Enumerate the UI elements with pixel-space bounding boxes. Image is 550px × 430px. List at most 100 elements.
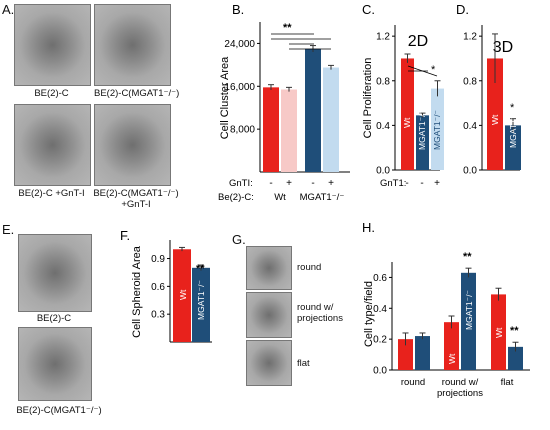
f-significance: ** xyxy=(196,263,205,275)
h-category-0: round xyxy=(401,377,425,388)
d-bar-label-1: MGAT1⁻/⁻ xyxy=(508,108,518,148)
c-ytick-label-0: 0.0 xyxy=(376,166,390,177)
h-ytick-label-2: 0.4 xyxy=(373,304,387,315)
micrograph-a2 xyxy=(94,4,171,86)
micrograph-e2 xyxy=(18,327,92,401)
d-bar-1 xyxy=(505,125,521,170)
h-significance-0: ** xyxy=(463,251,472,263)
f-bar-1 xyxy=(192,267,210,342)
c-significance-0: * xyxy=(431,64,436,76)
shape-label-round: round xyxy=(297,262,322,273)
d-title: 3D xyxy=(493,39,513,56)
b-bar-3 xyxy=(323,67,339,172)
panel-label-b: B. xyxy=(232,2,244,17)
f-bar-0 xyxy=(173,249,191,342)
panel-label-d: D. xyxy=(456,2,469,17)
micrograph-g-projections xyxy=(246,292,292,338)
b-gnt1-sign-2: - xyxy=(311,178,314,189)
d-ytick-label-0: 0.0 xyxy=(463,166,477,177)
h-bar-2-0 xyxy=(491,294,506,370)
c-bar-label-2: MGAT1⁻/⁻ xyxy=(432,110,442,150)
b-ytick-label-1: 16,000 xyxy=(224,82,255,93)
shape-label-projections: round w/ projections xyxy=(297,302,343,324)
micrograph-a1 xyxy=(14,4,91,86)
micrograph-g-round xyxy=(246,246,292,290)
d-bar-label-0: Wt xyxy=(490,114,500,125)
panel-label-h: H. xyxy=(362,220,375,235)
b-ylabel: Cell Cluster Area xyxy=(219,56,231,139)
b-bar-0 xyxy=(263,87,279,172)
h-bar-label-2: Wt xyxy=(494,327,504,338)
h-bar-label-1: MGAT1⁻/⁻ xyxy=(464,290,474,330)
b-group-ko: MGAT1⁻/⁻ xyxy=(300,192,345,203)
caption-e1: BE(2)-C xyxy=(36,313,72,324)
d-ytick-label-2: 0.8 xyxy=(463,76,477,87)
h-ytick-label-3: 0.6 xyxy=(373,273,387,284)
caption-e2: BE(2)-C(MGAT1⁻/⁻) xyxy=(16,405,102,416)
f-ytick-label-2: 0.9 xyxy=(151,254,165,265)
b-gnt1-sign-3: + xyxy=(328,178,334,189)
c-ytick-label-2: 0.8 xyxy=(376,76,390,87)
h-ytick-label-0: 0.0 xyxy=(373,366,387,377)
c-bar-label-0: Wt xyxy=(402,117,412,128)
d-ytick-label-3: 1.2 xyxy=(463,32,477,43)
f-ytick-label-0: 0.3 xyxy=(151,310,165,321)
f-ytick-label-1: 0.6 xyxy=(151,282,165,293)
b-gnt1-sign-0: - xyxy=(269,178,272,189)
d-significance: * xyxy=(510,102,515,114)
c-ytick-label-3: 1.2 xyxy=(376,32,390,43)
b-group-wt: Wt xyxy=(274,192,286,203)
h-significance-1: ** xyxy=(510,325,519,337)
h-bar-2-1 xyxy=(508,346,523,370)
b-bar-1 xyxy=(281,89,297,172)
h-ytick-label-1: 0.2 xyxy=(373,335,387,346)
h-bar-0-1 xyxy=(415,336,430,370)
h-category-1a: round w/ xyxy=(442,377,479,388)
caption-a3: BE(2)-C +GnT-I xyxy=(18,188,85,199)
caption-a2: BE(2)-C(MGAT1⁻/⁻) xyxy=(94,88,180,99)
b-ytick-label-0: 8,000 xyxy=(230,125,255,136)
c-ytick-label-1: 0.4 xyxy=(376,121,390,132)
b-significance: ** xyxy=(283,22,292,34)
c-ylabel: Cell Proliferation xyxy=(362,58,374,139)
h-bar-label-0: Wt xyxy=(447,353,457,364)
c-gnt1-label: GnT1: xyxy=(380,178,406,189)
c-bar-0 xyxy=(401,58,414,170)
d-bar-0 xyxy=(487,58,503,170)
c-gnt1-sign-2: + xyxy=(434,178,440,189)
f-bar-label-1: MGAT1⁻/⁻ xyxy=(196,280,206,320)
h-category-2: flat xyxy=(501,377,514,388)
b-row-label-gnt1: GnTI: xyxy=(229,178,253,189)
c-gnt1-sign-0: - xyxy=(405,178,408,189)
c-bar-1 xyxy=(416,115,429,170)
h-category-1b: projections xyxy=(437,388,483,399)
micrograph-e1 xyxy=(18,234,92,312)
micrograph-a4 xyxy=(94,104,171,186)
h-bar-1-1 xyxy=(461,272,476,370)
micrograph-g-flat xyxy=(246,340,292,386)
panel-label-e: E. xyxy=(2,222,15,237)
d-ytick-label-1: 0.4 xyxy=(463,121,477,132)
b-ytick-label-2: 24,000 xyxy=(224,39,255,50)
panel-label-a: A. xyxy=(2,2,15,17)
c-bar-2 xyxy=(431,88,444,170)
caption-a1: BE(2)-C xyxy=(34,88,69,99)
h-bar-0-0 xyxy=(398,339,413,370)
h-ylabel: Cell type/field xyxy=(363,281,375,347)
f-bar-label-0: Wt xyxy=(178,289,188,300)
shape-label-flat: flat xyxy=(297,358,310,369)
panel-label-g: G. xyxy=(232,232,246,247)
f-ylabel: Cell Spheroid Area xyxy=(131,245,143,338)
b-bar-2 xyxy=(305,48,321,172)
h-bar-1-0 xyxy=(444,322,459,370)
b-gnt1-sign-1: + xyxy=(286,178,292,189)
panel-label-f: F. xyxy=(120,228,130,243)
panel-label-c: C. xyxy=(362,2,375,17)
c-bar-label-1: MGAT1⁻/⁻ xyxy=(417,110,427,150)
c-title: 2D xyxy=(408,33,428,50)
b-row-label-be2c: Be(2)-C: xyxy=(218,192,254,203)
caption-a4: BE(2)-C(MGAT1⁻/⁻) +GnT-I xyxy=(93,188,179,210)
c-gnt1-sign-1: - xyxy=(420,178,423,189)
micrograph-a3 xyxy=(14,104,91,186)
